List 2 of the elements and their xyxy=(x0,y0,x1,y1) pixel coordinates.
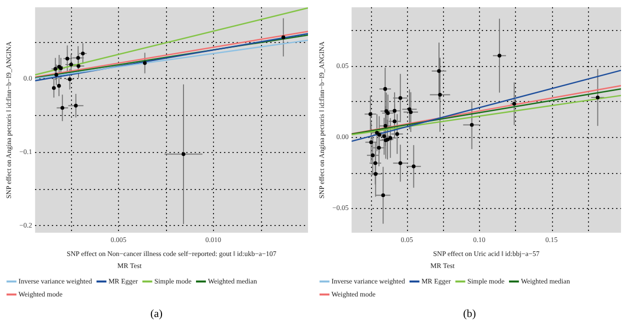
text: (a) xyxy=(149,308,164,320)
text: (b) xyxy=(462,308,477,320)
